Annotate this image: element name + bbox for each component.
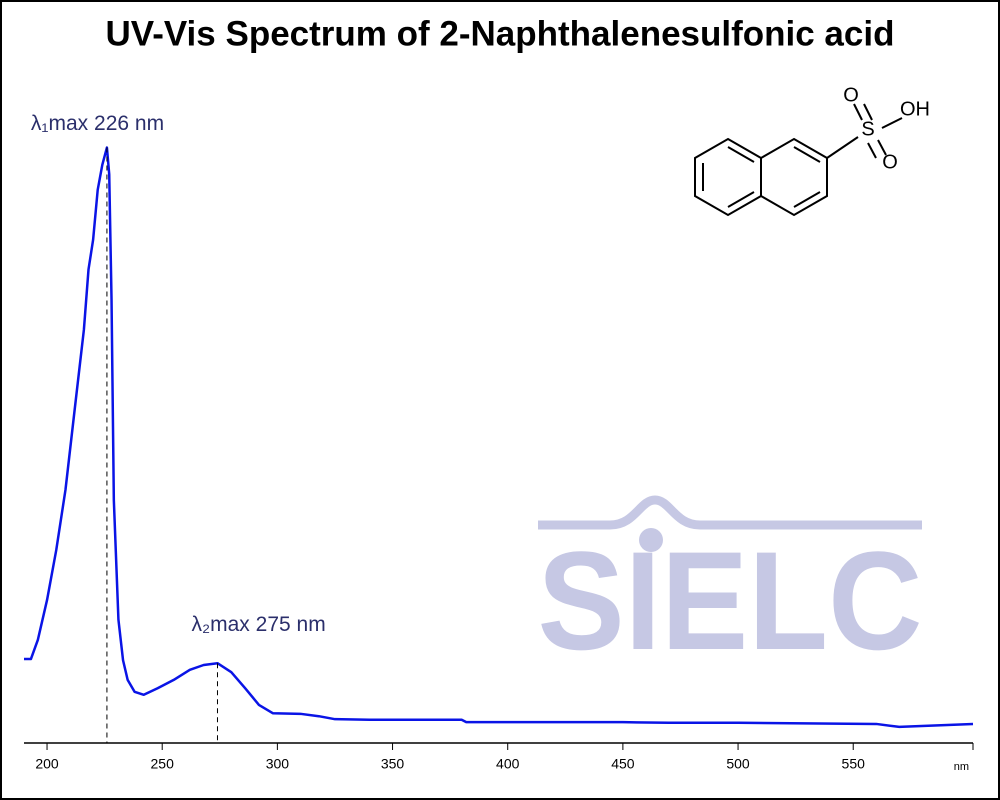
watermark-logo: SIELC (538, 495, 923, 679)
x-tick-label: 500 (726, 756, 750, 772)
logo-wave (538, 495, 922, 530)
structure (694, 103, 903, 217)
atom-label: S (861, 118, 874, 140)
peak-label: λ₂max 275 nm (191, 613, 325, 636)
atom-label: OH (900, 98, 930, 120)
atom-label: O (882, 151, 898, 173)
structure-labels: O S OH O (843, 84, 930, 173)
atom-label: O (843, 84, 859, 106)
bonds (702, 103, 903, 208)
x-axis-label: nm (954, 761, 969, 773)
watermark: SIELC (538, 522, 923, 679)
x-tick-label: 550 (842, 756, 866, 772)
x-tick-label: 250 (151, 756, 175, 772)
x-tick-label: 450 (611, 756, 635, 772)
x-tick-label: 350 (381, 756, 405, 772)
x-tick-label: 400 (496, 756, 520, 772)
spectrum-line (24, 146, 974, 729)
logo-dot (639, 528, 663, 552)
peak-label: λ₁max 226 nm (31, 112, 164, 135)
x-tick-label: 300 (266, 756, 290, 772)
chart-title: UV-Vis Spectrum of 2-Naphthalenesulfonic… (106, 14, 895, 53)
x-tick-label: 200 (35, 756, 59, 772)
